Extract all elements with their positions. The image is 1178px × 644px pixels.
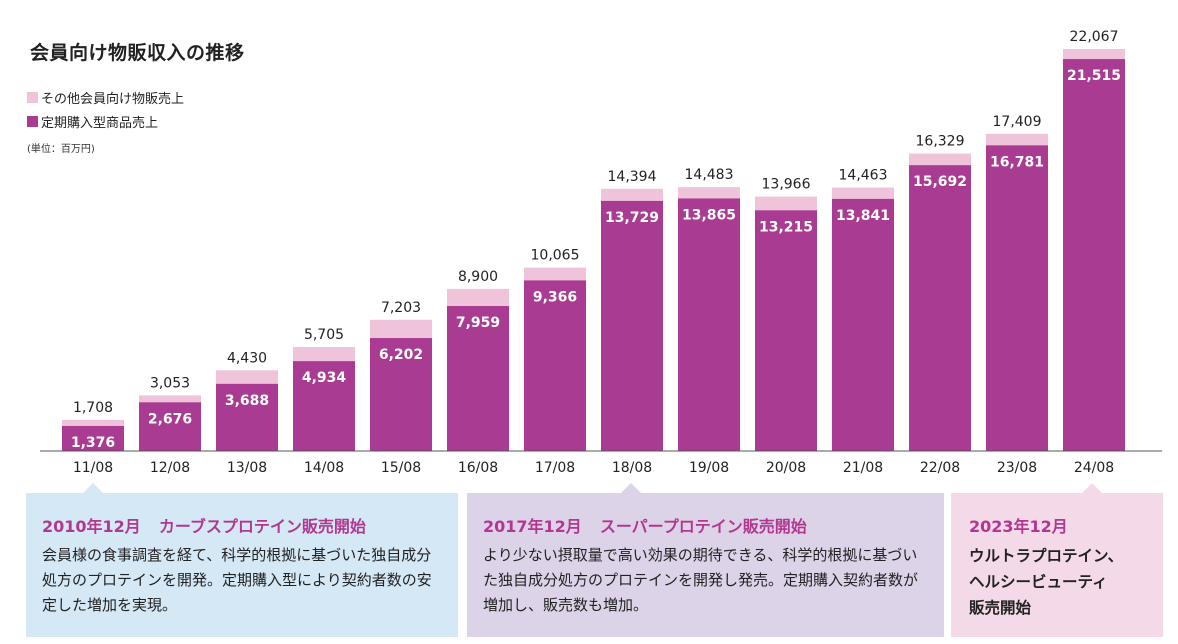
data-label-subscription: 15,692 [913,174,967,190]
data-label-subscription: 16,781 [990,154,1044,170]
data-label-total: 17,409 [993,114,1042,130]
event-heading: 2010年12月 カーブスプロテイン販売開始 [42,513,442,537]
x-tick-label: 18/08 [612,460,652,476]
bar-subscription-13/08 [216,383,278,451]
data-label-subscription: 13,729 [605,210,659,226]
data-label-total: 10,065 [531,248,580,264]
bar-subscription-21/08 [832,198,894,451]
event-headline: スーパープロテイン販売開始 [599,517,807,536]
data-label-subscription: 2,676 [148,411,192,427]
x-tick-label: 13/08 [227,460,267,476]
bar-subscription-15/08 [370,338,432,451]
data-label-subscription: 13,841 [836,208,890,224]
bar-subscription-24/08 [1063,59,1125,452]
data-label-total: 22,067 [1070,29,1119,45]
event-date: 2010年12月 [42,517,141,536]
data-label-total: 4,430 [227,350,267,366]
event-box-2010: 2010年12月 カーブスプロテイン販売開始 会員様の食事調査を経て、科学的根拠に… [26,493,458,637]
bar-subscription-22/08 [909,165,971,451]
data-label-total: 3,053 [150,375,190,391]
data-label-total: 7,203 [381,300,421,316]
data-label-subscription: 3,688 [225,393,269,409]
x-tick-label: 24/08 [1074,460,1114,476]
legend-label-subscription: 定期購入型商品売上 [41,116,159,131]
bar-subscription-14/08 [293,361,355,451]
bar-other-11/08 [62,419,124,426]
data-label-total: 14,483 [685,167,734,183]
bar-other-17/08 [524,267,586,281]
bar-other-24/08 [1063,49,1125,60]
bar-subscription-23/08 [986,145,1048,451]
data-label-total: 5,705 [304,327,344,343]
x-tick-label: 23/08 [997,460,1037,476]
legend-item-other: その他会員向け物販売上 [27,88,184,107]
event-date: 2023年12月 [969,517,1068,536]
data-label-total: 14,394 [608,169,657,185]
event-pointer-2017 [621,483,641,493]
data-label-subscription: 6,202 [379,347,423,363]
bar-subscription-19/08 [678,198,740,451]
legend-label-other: その他会員向け物販売上 [41,92,185,107]
event-box-2017: 2017年12月 スーパープロテイン販売開始 より少ない摂取量で高い効果の期待でき… [467,493,944,637]
x-tick-label: 16/08 [458,460,498,476]
bar-other-16/08 [447,288,509,307]
bar-other-21/08 [832,187,894,199]
event-box-2023: 2023年12月 ウルトラプロテイン、 ヘルシービューティ 販売開始 [951,493,1163,637]
bar-other-13/08 [216,370,278,384]
data-label-subscription: 13,215 [759,219,813,235]
bar-other-14/08 [293,347,355,362]
bar-other-19/08 [678,187,740,199]
legend-swatch-other [27,92,38,103]
data-label-subscription: 4,934 [302,370,347,386]
event-date: 2017年12月 [483,517,582,536]
x-tick-label: 21/08 [843,460,883,476]
x-tick-label: 19/08 [689,460,729,476]
data-label-total: 8,900 [458,269,498,285]
data-label-total: 13,966 [762,177,811,193]
x-tick-label: 22/08 [920,460,960,476]
event-headline-line-1: ウルトラプロテイン、 [969,547,1124,565]
bar-other-23/08 [986,133,1048,146]
event-heading: 2017年12月 スーパープロテイン販売開始 [483,513,928,537]
data-label-total: 14,463 [839,168,888,184]
bar-other-15/08 [370,319,432,339]
x-tick-label: 12/08 [150,460,190,476]
legend-item-subscription: 定期購入型商品売上 [27,112,158,131]
data-label-subscription: 1,376 [71,435,115,451]
x-tick-label: 17/08 [535,460,575,476]
event-description: より少ない摂取量で高い効果の期待できる、科学的根拠に基づいた独自成分処方のプロテ… [483,546,919,614]
event-pointer-2010 [83,483,103,493]
bar-other-20/08 [755,196,817,211]
event-description: 会員様の食事調査を経て、科学的根拠に基づいた独自成分処方のプロテインを開発。定期… [42,546,432,614]
bar-subscription-12/08 [139,402,201,451]
bar-subscription-20/08 [755,210,817,451]
bar-other-22/08 [909,153,971,166]
chart-title: 会員向け物販収入の推移 [30,42,245,64]
data-label-subscription: 7,959 [456,315,500,331]
bar-subscription-16/08 [447,306,509,451]
data-label-total: 1,708 [73,400,113,416]
data-label-subscription: 21,515 [1067,68,1121,84]
x-tick-label: 15/08 [381,460,421,476]
event-pointer-2023 [1082,483,1102,493]
data-label-subscription: 9,366 [533,289,577,305]
x-tick-label: 11/08 [73,460,113,476]
bar-subscription-17/08 [524,280,586,451]
bar-chart: 1,376 1,708 11/08 2,676 3,053 12/08 3,688 4,430… [40,29,1162,476]
event-headline-line-3: 販売開始 [969,599,1032,617]
data-label-subscription: 13,865 [682,207,736,223]
x-tick-label: 20/08 [766,460,806,476]
x-tick-label: 14/08 [304,460,344,476]
bar-other-12/08 [139,395,201,403]
legend-swatch-subscription [27,116,38,127]
event-headline-line-2: ヘルシービューティ [969,573,1108,591]
event-headline: カーブスプロテイン販売開始 [158,517,366,536]
data-label-total: 16,329 [916,134,965,150]
bar-subscription-18/08 [601,200,663,451]
bar-subscription-11/08 [62,425,124,451]
unit-label: (単位：百万円) [27,144,95,155]
bar-other-18/08 [601,188,663,201]
